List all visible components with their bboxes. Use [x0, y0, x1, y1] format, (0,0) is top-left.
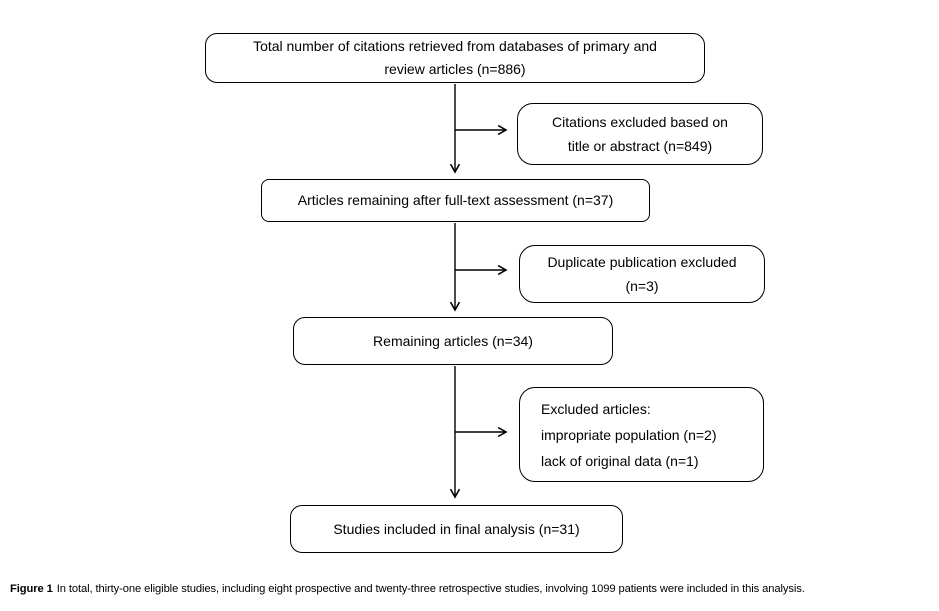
box-excluded-articles-line2: impropriate population (n=2) [541, 426, 717, 443]
box-fulltext-assessment: Articles remaining after full-text asses… [261, 179, 650, 222]
box-total-citations: Total number of citations retrieved from… [205, 33, 705, 83]
box-remaining-articles: Remaining articles (n=34) [293, 317, 613, 365]
box-total-citations-line2: review articles (n=886) [384, 61, 526, 77]
box-duplicate-excluded: Duplicate publication excluded (n=3) [519, 245, 765, 303]
box-remaining-articles-text: Remaining articles (n=34) [373, 332, 533, 349]
box-total-citations-line1: Total number of citations retrieved from… [253, 38, 657, 54]
box-excluded-title-abstract-line2: title or abstract (n=849) [567, 138, 713, 154]
box-excluded-articles-line1: Excluded articles: [541, 400, 651, 417]
box-excluded-articles-line3: lack of original data (n=1) [541, 452, 699, 469]
box-excluded-title-abstract: Citations excluded based on title or abs… [517, 103, 763, 165]
figure-caption-text: In total, thirty-one eligible studies, i… [56, 583, 805, 595]
box-duplicate-excluded-line2: (n=3) [625, 278, 659, 294]
box-duplicate-excluded-line1: Duplicate publication excluded [547, 254, 737, 270]
figure-caption: Figure 1 In total, thirty-one eligible st… [10, 582, 932, 597]
box-fulltext-assessment-text: Articles remaining after full-text asses… [297, 192, 614, 208]
box-final-analysis: Studies included in final analysis (n=31… [290, 505, 623, 553]
box-excluded-title-abstract-line1: Citations excluded based on [552, 114, 728, 130]
figure-caption-label: Figure 1 [10, 583, 53, 595]
box-final-analysis-text: Studies included in final analysis (n=31… [333, 520, 580, 537]
box-excluded-articles: Excluded articles: impropriate populatio… [519, 387, 764, 482]
